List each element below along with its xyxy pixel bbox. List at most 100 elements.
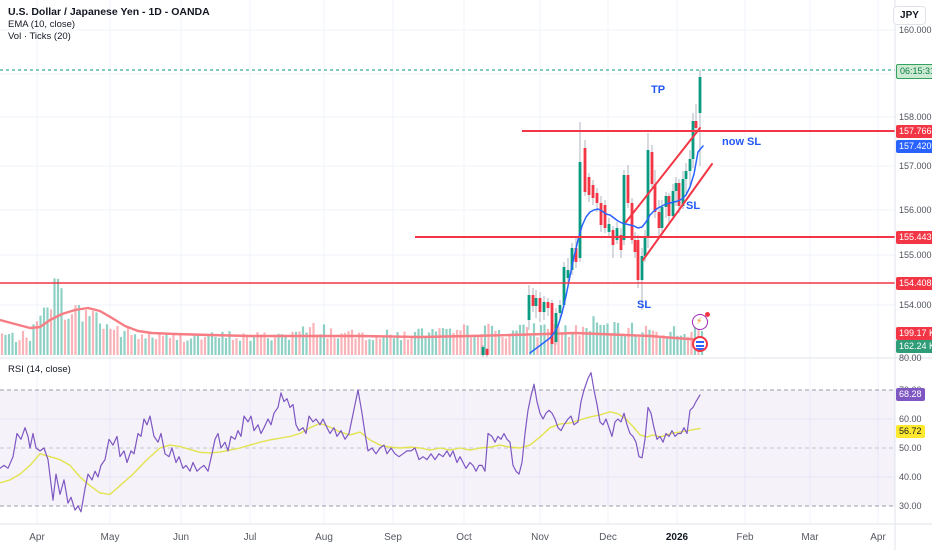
candlestick	[667, 196, 671, 216]
volume-bar	[256, 332, 259, 355]
volume-bar	[203, 337, 207, 355]
volume-bar	[333, 337, 336, 355]
volume-bar	[18, 340, 21, 355]
volume-bar	[651, 330, 655, 355]
time-axis-label: 2026	[665, 532, 689, 543]
flag-sticker-icon[interactable]	[692, 336, 708, 352]
volume-bar	[70, 314, 74, 355]
volume-bar	[672, 326, 676, 355]
volume-bar	[347, 331, 350, 355]
text-annotation-sl[interactable]: SL	[686, 200, 701, 212]
volume-bar	[606, 323, 609, 355]
candlestick	[674, 183, 678, 191]
volume-bar	[277, 333, 280, 355]
time-axis-label: Sep	[384, 532, 402, 543]
volume-bar	[165, 332, 168, 355]
volume-bar	[585, 328, 588, 355]
legend-volume-indicator[interactable]: Vol · Ticks (20)	[8, 31, 71, 42]
volume-bar	[508, 333, 511, 355]
volume-bar	[476, 336, 480, 355]
lightning-sticker-icon[interactable]: ⚡	[692, 312, 710, 330]
volume-bar	[95, 312, 98, 355]
volume-bar	[280, 334, 284, 355]
text-annotation-now-sl[interactable]: now SL	[722, 136, 762, 148]
volume-bar	[368, 339, 371, 355]
price-scale-tick: 155.000	[899, 250, 932, 260]
volume-bar	[686, 337, 690, 355]
volume-bar	[207, 334, 210, 355]
volume-bar	[91, 310, 95, 355]
volume-bar	[641, 332, 644, 355]
volume-bar	[315, 334, 319, 355]
volume-bar	[616, 322, 620, 355]
volume-bar	[378, 338, 382, 355]
volume-bar	[501, 337, 504, 355]
volume-bar	[445, 328, 448, 355]
volume-bar	[340, 333, 343, 355]
volume-bar	[259, 334, 263, 355]
volume-bar	[406, 339, 410, 355]
volume-bar	[210, 332, 214, 355]
candlestick	[684, 171, 688, 179]
volume-bar	[536, 337, 539, 355]
volume-bar	[452, 332, 455, 355]
volume-bar	[634, 334, 637, 355]
volume-bar	[102, 328, 105, 355]
volume-bar	[403, 331, 406, 355]
volume-bar	[245, 336, 249, 355]
symbol-title[interactable]: U.S. Dollar / Japanese Yen - 1D - OANDA	[8, 6, 210, 18]
volume-bar	[431, 328, 434, 355]
legend-ema-indicator[interactable]: EMA (10, close)	[8, 19, 76, 30]
volume-bar	[329, 328, 333, 355]
volume-bar	[228, 331, 231, 355]
volume-bar	[448, 328, 452, 355]
volume-bar	[63, 319, 67, 355]
price-scale-tick: 80.00	[899, 353, 922, 363]
volume-ma-line	[0, 306, 705, 342]
text-annotation-sl[interactable]: SL	[637, 299, 652, 311]
volume-bar	[679, 335, 683, 355]
currency-unit-button[interactable]: JPY	[893, 6, 926, 25]
volume-bar	[518, 324, 522, 355]
legend-rsi-indicator[interactable]: RSI (14, close)	[8, 364, 71, 375]
volume-bar	[564, 325, 567, 355]
candlestick	[681, 179, 685, 206]
rsi-line	[0, 372, 701, 513]
volume-bar	[28, 340, 32, 355]
volume-bar	[224, 338, 228, 355]
volume-bar	[389, 334, 392, 355]
volume-bar	[11, 332, 14, 355]
candlestick	[591, 185, 595, 198]
trend-channel-line[interactable]	[625, 127, 701, 223]
price-scale-tick: 60.00	[899, 414, 922, 424]
volume-bar	[459, 330, 462, 355]
volume-bar	[424, 338, 427, 355]
volume-bar	[473, 336, 476, 355]
volume-bar	[480, 334, 483, 355]
volume-bar	[186, 340, 189, 355]
chart-legend: U.S. Dollar / Japanese Yen - 1D - OANDA …	[8, 6, 210, 43]
volume-bar	[343, 333, 347, 355]
volume-bar	[0, 333, 4, 355]
text-annotation-tp[interactable]: TP	[651, 84, 666, 96]
volume-bar	[522, 324, 525, 355]
volume-bar	[392, 338, 396, 355]
candlestick	[531, 295, 535, 306]
volume-bar	[161, 335, 165, 355]
volume-bar	[592, 316, 595, 355]
volume-bar	[84, 310, 88, 355]
candlestick	[599, 203, 603, 225]
volume-bar	[158, 332, 161, 355]
volume-bar	[21, 330, 25, 355]
candlestick	[566, 270, 570, 278]
volume-bar	[532, 323, 536, 355]
volume-bar	[427, 332, 431, 355]
volume-bar	[490, 325, 494, 355]
candlestick	[660, 207, 664, 228]
trend-channel-line[interactable]	[642, 163, 713, 261]
volume-bar	[179, 333, 182, 355]
volume-bar	[126, 327, 130, 355]
volume-bar	[238, 340, 242, 355]
volume-bar	[98, 323, 102, 355]
